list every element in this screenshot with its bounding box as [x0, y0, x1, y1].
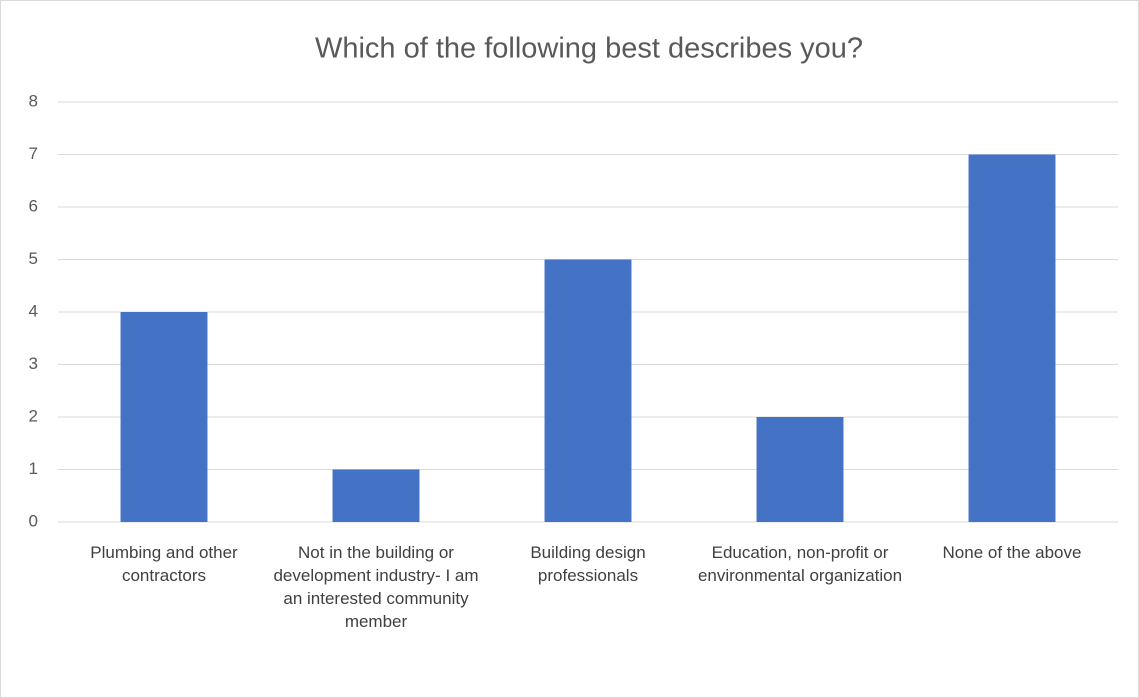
- x-tick-label: Building design professionals: [530, 543, 646, 585]
- bar: [968, 154, 1056, 522]
- y-tick-label: 8: [29, 91, 38, 110]
- y-tick-label: 2: [29, 406, 38, 425]
- x-tick-label: None of the above: [942, 543, 1082, 562]
- x-tick-label: Plumbing and other contractors: [90, 543, 238, 585]
- y-tick-label: 7: [29, 144, 38, 163]
- x-tick-label: Not in the building or development indus…: [273, 543, 479, 631]
- x-tick-label: Education, non-profit or environmental o…: [697, 543, 903, 585]
- y-tick-label: 3: [29, 354, 38, 373]
- bar: [756, 417, 844, 522]
- y-tick-label: 1: [29, 459, 38, 478]
- y-tick-label: 5: [29, 249, 38, 268]
- bar: [544, 259, 632, 522]
- bar: [120, 312, 208, 522]
- chart-title: Which of the following best describes yo…: [315, 33, 863, 65]
- y-tick-label: 6: [29, 196, 38, 215]
- y-tick-label: 0: [29, 511, 38, 530]
- y-tick-label: 4: [29, 301, 38, 320]
- bar: [332, 469, 420, 522]
